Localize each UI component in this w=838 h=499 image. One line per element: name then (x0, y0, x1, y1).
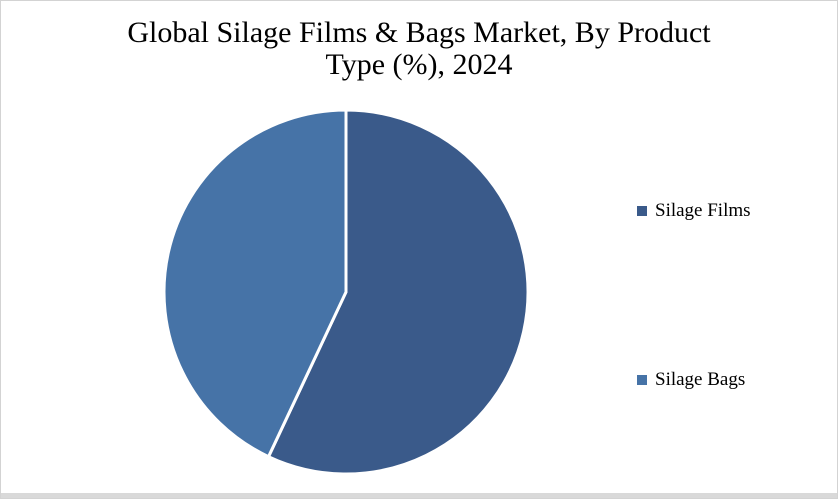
legend: Silage Films Silage Bags (637, 1, 827, 498)
legend-swatch-silage-films-icon (637, 206, 647, 216)
chart-title-line-1: Global Silage Films & Bags Market, By Pr… (127, 16, 711, 49)
chart-title-line-2: Type (%), 2024 (325, 48, 513, 81)
legend-swatch-silage-bags-icon (637, 375, 647, 385)
pie-slice-silage-films (267, 108, 530, 476)
legend-label-silage-films: Silage Films (655, 200, 751, 221)
legend-item-silage-bags: Silage Bags (637, 367, 745, 393)
legend-item-silage-films: Silage Films (637, 198, 751, 224)
legend-label-silage-bags: Silage Bags (655, 369, 746, 390)
pie-slice-silage-bags (162, 108, 348, 459)
chart-title: Global Silage Films & Bags Market, By Pr… (1, 17, 837, 81)
bottom-edge-strip (1, 493, 837, 498)
